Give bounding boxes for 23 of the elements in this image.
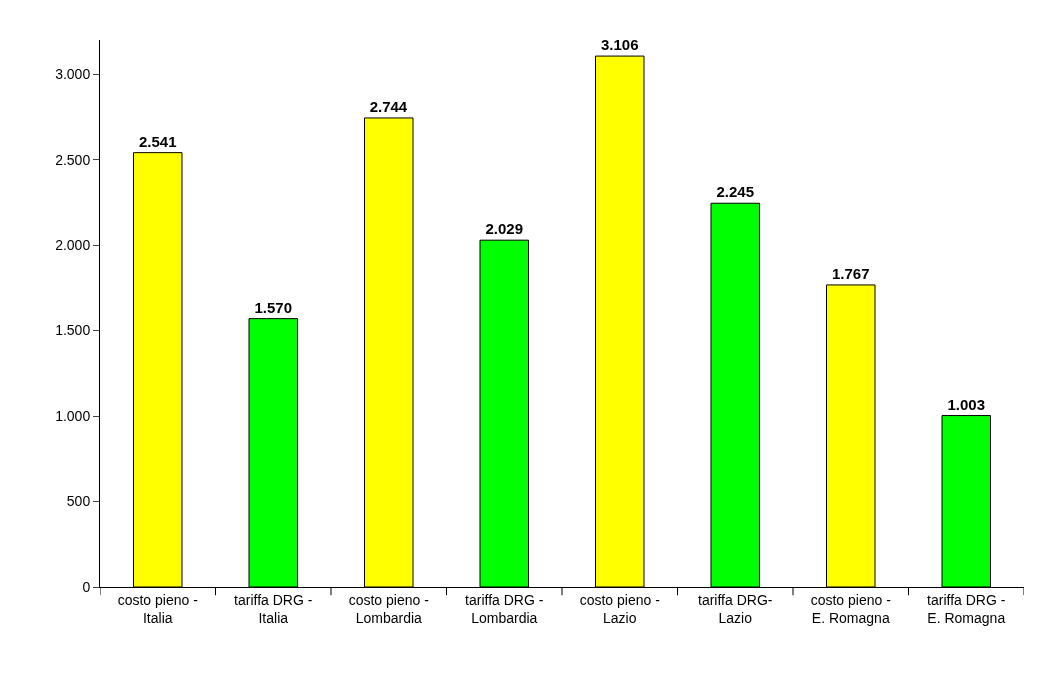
y-tick-label: 2.000 — [55, 237, 91, 254]
data-label: 3.106 — [600, 36, 639, 54]
data-label: 2.744 — [369, 97, 408, 115]
x-tick-label: tariffa DRG - E. Romagna — [927, 591, 1006, 626]
y-tick-label: 0 — [82, 578, 91, 595]
data-label: 2.029 — [485, 220, 524, 238]
x-tick-label: tariffa DRG- Lazio — [698, 591, 773, 626]
data-label: 1.570 — [254, 298, 293, 316]
data-label: 2.245 — [716, 183, 755, 201]
y-tick-label: 1.000 — [55, 407, 91, 424]
y-tick-label: 500 — [66, 493, 91, 510]
y-tick-label: 2.500 — [55, 151, 91, 168]
data-label: 1.003 — [947, 395, 986, 413]
x-tick-label: costo pieno - E. Romagna — [810, 591, 892, 626]
y-tick-label: 1.500 — [55, 322, 91, 339]
x-tick-label: tariffa DRG - Italia — [234, 591, 313, 626]
x-tick-label: tariffa DRG - Lombardia — [465, 591, 544, 626]
data-label: 2.541 — [138, 132, 177, 150]
x-tick-label: costo pieno - Lombardia — [348, 591, 430, 626]
data-label: 1.767 — [831, 264, 870, 282]
x-tick-label: costo pieno - Italia — [117, 591, 199, 626]
x-tick-label: costo pieno - Lazio — [579, 591, 661, 626]
y-tick-label: 3.000 — [55, 66, 91, 83]
